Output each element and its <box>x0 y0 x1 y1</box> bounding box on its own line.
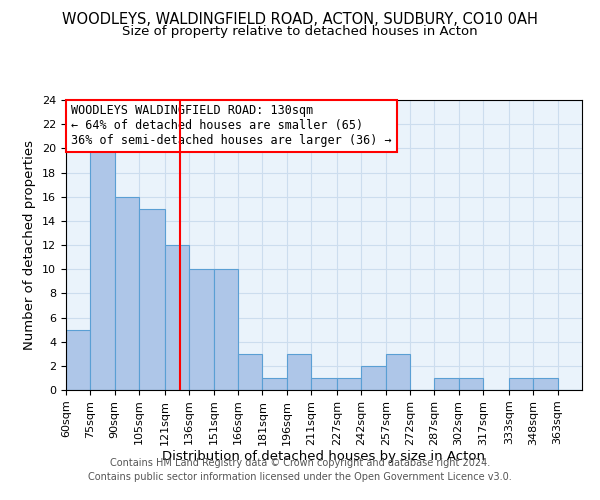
Text: Contains HM Land Registry data © Crown copyright and database right 2024.
Contai: Contains HM Land Registry data © Crown c… <box>88 458 512 482</box>
Text: WOODLEYS, WALDINGFIELD ROAD, ACTON, SUDBURY, CO10 0AH: WOODLEYS, WALDINGFIELD ROAD, ACTON, SUDB… <box>62 12 538 28</box>
Bar <box>287 354 311 390</box>
Bar <box>214 269 238 390</box>
Bar <box>458 378 483 390</box>
Bar <box>262 378 287 390</box>
Bar <box>91 148 115 390</box>
Bar <box>361 366 386 390</box>
Bar <box>165 245 190 390</box>
Y-axis label: Number of detached properties: Number of detached properties <box>23 140 37 350</box>
Bar <box>115 196 139 390</box>
Bar <box>434 378 458 390</box>
Bar <box>337 378 361 390</box>
X-axis label: Distribution of detached houses by size in Acton: Distribution of detached houses by size … <box>163 450 485 464</box>
Bar <box>311 378 337 390</box>
Bar <box>386 354 410 390</box>
Text: WOODLEYS WALDINGFIELD ROAD: 130sqm
← 64% of detached houses are smaller (65)
36%: WOODLEYS WALDINGFIELD ROAD: 130sqm ← 64%… <box>71 104 392 148</box>
Bar <box>533 378 557 390</box>
Bar <box>509 378 533 390</box>
Bar <box>238 354 262 390</box>
Text: Size of property relative to detached houses in Acton: Size of property relative to detached ho… <box>122 25 478 38</box>
Bar <box>139 209 165 390</box>
Bar <box>190 269 214 390</box>
Bar <box>66 330 91 390</box>
